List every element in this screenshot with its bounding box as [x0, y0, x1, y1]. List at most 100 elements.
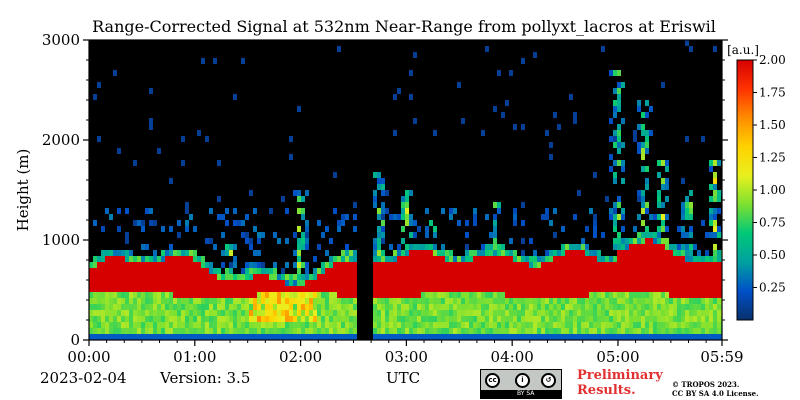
heatmap-cell — [401, 310, 405, 316]
heatmap-cell — [117, 256, 121, 262]
heatmap-cell — [505, 328, 509, 334]
heatmap-cell — [545, 334, 549, 340]
heatmap-cell — [281, 310, 285, 316]
heatmap-cell — [617, 292, 621, 298]
heatmap-cell — [285, 304, 289, 310]
heatmap-cell — [585, 280, 589, 286]
heatmap-cell — [237, 334, 241, 340]
heatmap-cell — [601, 268, 605, 274]
heatmap-cell — [129, 316, 133, 322]
heatmap-cell — [117, 292, 121, 298]
heatmap-cell — [533, 322, 537, 328]
heatmap-cell — [497, 70, 501, 76]
heatmap-cell — [273, 262, 277, 268]
heatmap-cell — [657, 232, 661, 238]
heatmap-cell — [169, 280, 173, 286]
heatmap-cell — [209, 208, 213, 214]
heatmap-cell — [709, 166, 713, 172]
heatmap-cell — [481, 334, 485, 340]
heatmap-cell — [641, 196, 645, 202]
heatmap-cell — [557, 262, 561, 268]
heatmap-cell — [573, 292, 577, 298]
heatmap-cell — [553, 310, 557, 316]
heatmap-cell — [93, 328, 97, 334]
heatmap-cell — [641, 304, 645, 310]
heatmap-cell — [341, 304, 345, 310]
heatmap-cell — [649, 274, 653, 280]
heatmap-cell — [457, 298, 461, 304]
heatmap-cell — [509, 298, 513, 304]
heatmap-cell — [593, 304, 597, 310]
heatmap-cell — [377, 328, 381, 334]
heatmap-cell — [545, 256, 549, 262]
heatmap-cell — [381, 274, 385, 280]
colorbar-tick-label: 1.25 — [759, 151, 786, 165]
heatmap-cell — [501, 322, 505, 328]
heatmap-cell — [453, 334, 457, 340]
heatmap-cell — [125, 316, 129, 322]
heatmap-cell — [413, 328, 417, 334]
heatmap-cell — [653, 268, 657, 274]
heatmap-cell — [549, 268, 553, 274]
heatmap-cell — [573, 214, 577, 220]
heatmap-cell — [405, 280, 409, 286]
heatmap-cell — [517, 268, 521, 274]
heatmap-cell — [661, 262, 665, 268]
heatmap-cell — [569, 256, 573, 262]
heatmap-cell — [437, 268, 441, 274]
heatmap-cell — [601, 46, 605, 52]
heatmap-cell — [325, 250, 329, 256]
heatmap-cell — [637, 106, 641, 112]
heatmap-cell — [533, 304, 537, 310]
heatmap-cell — [429, 334, 433, 340]
heatmap-cell — [197, 298, 201, 304]
heatmap-cell — [429, 262, 433, 268]
heatmap-cell — [93, 274, 97, 280]
heatmap-cell — [561, 316, 565, 322]
heatmap-cell — [109, 274, 113, 280]
heatmap-cell — [101, 268, 105, 274]
heatmap-cell — [169, 286, 173, 292]
heatmap-cell — [537, 334, 541, 340]
heatmap-cell — [649, 316, 653, 322]
heatmap-cell — [477, 310, 481, 316]
heatmap-cell — [113, 256, 117, 262]
heatmap-cell — [601, 262, 605, 268]
heatmap-cell — [185, 322, 189, 328]
heatmap-cell — [521, 124, 525, 130]
heatmap-cell — [349, 304, 353, 310]
heatmap-cell — [157, 256, 161, 262]
heatmap-cell — [93, 322, 97, 328]
heatmap-cell — [353, 250, 357, 256]
heatmap-cell — [441, 274, 445, 280]
heatmap-cell — [637, 190, 641, 196]
heatmap-cell — [689, 46, 693, 52]
heatmap-cell — [229, 268, 233, 274]
heatmap-cell — [689, 208, 693, 214]
heatmap-cell — [445, 268, 449, 274]
heatmap-cell — [589, 256, 593, 262]
heatmap-cell — [681, 256, 685, 262]
heatmap-cell — [249, 304, 253, 310]
heatmap-cell — [397, 256, 401, 262]
heatmap-cell — [625, 292, 629, 298]
heatmap-cell — [637, 274, 641, 280]
heatmap-cell — [297, 310, 301, 316]
heatmap-cell — [665, 316, 669, 322]
heatmap-cell — [309, 280, 313, 286]
y-tick-label: 2000 — [42, 131, 80, 149]
heatmap-cell — [205, 262, 209, 268]
date-label: 2023-02-04 — [40, 369, 127, 387]
heatmap-cell — [125, 274, 129, 280]
heatmap-cell — [189, 328, 193, 334]
heatmap-cell — [225, 322, 229, 328]
heatmap-cell — [261, 298, 265, 304]
heatmap-cell — [93, 304, 97, 310]
heatmap-cell — [169, 304, 173, 310]
heatmap-cell — [181, 304, 185, 310]
heatmap-cell — [325, 286, 329, 292]
heatmap-cell — [401, 274, 405, 280]
heatmap-cell — [429, 244, 433, 250]
heatmap-cell — [477, 280, 481, 286]
heatmap-cell — [293, 262, 297, 268]
